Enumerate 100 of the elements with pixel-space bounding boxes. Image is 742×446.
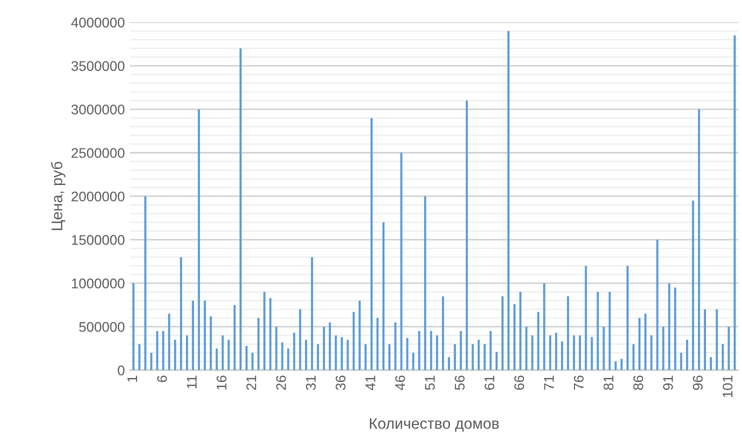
- x-tick-label: 21: [246, 376, 256, 390]
- x-tick-label: 81: [604, 376, 614, 390]
- bar: [561, 341, 564, 370]
- bar: [138, 344, 140, 370]
- bar: [496, 352, 498, 370]
- bar: [400, 152, 402, 370]
- bar: [424, 196, 426, 370]
- x-tick-label: 26: [276, 376, 286, 390]
- bar: [245, 346, 248, 370]
- bar: [144, 196, 146, 370]
- bar: [454, 344, 456, 370]
- y-tick-label: 1000000: [72, 278, 124, 288]
- bar: [334, 335, 337, 370]
- bar: [531, 335, 534, 370]
- bar: [566, 296, 570, 370]
- bar: [210, 316, 212, 370]
- bar: [704, 309, 706, 370]
- x-tick-label: 91: [663, 376, 673, 390]
- bar: [632, 344, 635, 370]
- y-tick-label: 1500000: [72, 235, 124, 245]
- bar: [240, 48, 242, 370]
- bar: [216, 348, 218, 370]
- bar: [537, 312, 540, 370]
- bar: [180, 257, 182, 370]
- bar: [608, 292, 611, 370]
- bar: [275, 326, 278, 370]
- bar: [192, 300, 194, 370]
- bar: [358, 300, 361, 370]
- bar: [668, 283, 670, 370]
- bar: [620, 358, 623, 370]
- x-tick-label: 1: [127, 376, 138, 382]
- bar: [406, 338, 408, 370]
- bar: [466, 100, 468, 370]
- x-tick-label: 96: [692, 376, 703, 390]
- bar: [549, 335, 552, 370]
- bar: [448, 357, 450, 370]
- x-tick-label: 36: [336, 376, 346, 390]
- bar: [674, 288, 676, 370]
- x-tick-label: 101: [722, 376, 732, 398]
- bar: [269, 298, 272, 370]
- bar: [686, 340, 688, 370]
- bar: [412, 352, 414, 370]
- bar: [578, 335, 581, 370]
- y-tick-label: 500000: [79, 322, 124, 332]
- bar: [287, 348, 290, 370]
- bar: [168, 314, 170, 370]
- x-tick-label: 51: [425, 376, 435, 390]
- bar: [513, 304, 516, 370]
- bar: [316, 344, 320, 370]
- bar: [162, 331, 164, 370]
- bar: [698, 109, 700, 370]
- bar: [228, 340, 230, 370]
- bar: [590, 337, 593, 370]
- bar: [478, 340, 480, 370]
- bar: [650, 335, 652, 370]
- x-tick-label: 56: [454, 376, 465, 390]
- x-tick-label: 86: [633, 376, 644, 390]
- bar: [614, 361, 617, 370]
- bar: [257, 318, 260, 370]
- bar: [722, 344, 724, 370]
- bar: [710, 357, 712, 370]
- x-tick-label: 46: [395, 376, 406, 390]
- bar: [734, 35, 736, 370]
- bar: [376, 318, 379, 370]
- bar: [519, 292, 522, 370]
- x-axis-title: Количество домов: [370, 418, 499, 432]
- y-tick-label: 2000000: [72, 192, 124, 202]
- bar: [662, 326, 664, 370]
- bar: [716, 309, 718, 370]
- bar: [364, 344, 367, 370]
- bar: [507, 30, 510, 370]
- bar: [418, 331, 420, 370]
- bar: [370, 118, 373, 370]
- y-tick-label: 3000000: [71, 104, 124, 114]
- bar: [596, 292, 599, 370]
- x-tick-label: 31: [306, 376, 316, 390]
- bar: [460, 331, 462, 370]
- x-tick-label: 11: [186, 376, 197, 388]
- bar: [198, 109, 200, 370]
- bar: [430, 331, 432, 370]
- x-tick-label: 71: [544, 376, 554, 390]
- bar: [174, 340, 176, 370]
- bar: [251, 352, 254, 370]
- x-tick-label: 41: [366, 376, 376, 390]
- bar: [322, 326, 325, 370]
- bar: [328, 322, 331, 370]
- bar: [644, 314, 646, 370]
- bar: [388, 344, 390, 370]
- bar: [186, 335, 188, 370]
- y-tick-label: 2500000: [72, 148, 124, 158]
- bar: [156, 331, 158, 370]
- bar: [584, 266, 587, 370]
- bar: [525, 326, 528, 370]
- bar: [281, 342, 284, 370]
- bar: [472, 344, 474, 370]
- bar: [263, 292, 266, 370]
- bar: [132, 283, 134, 370]
- bar: [442, 296, 444, 370]
- bar: [436, 335, 438, 370]
- bar: [150, 352, 152, 370]
